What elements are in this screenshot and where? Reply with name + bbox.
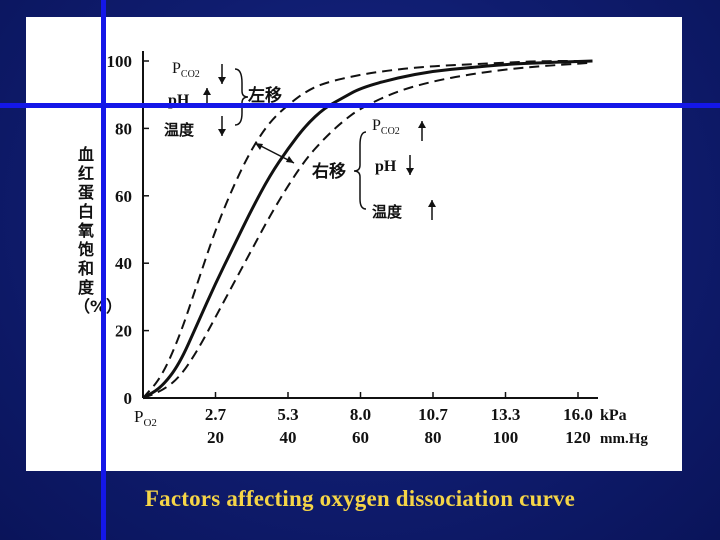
y-tick-label: 40 [115,254,132,273]
x-tick-label-kpa: 13.3 [491,405,521,424]
x-unit-mmhg: mm.Hg [600,431,648,447]
right-temp-label: 温度 [372,203,403,221]
right-pco2-label-subscript: CO2 [381,126,400,137]
left-shift-label: 左移 [248,85,282,106]
y-tick-label: 80 [115,119,132,138]
right-pco2-arrow-icon-head [418,121,426,128]
y-axis-label: 血红蛋白氧饱和度（%） [74,145,122,316]
right-ph-arrow-icon-head [406,168,414,175]
right-temp-arrow-icon [428,200,436,220]
x-tick-label-kpa: 5.3 [277,405,298,424]
x-tick-label-mmhg: 80 [425,428,442,447]
y-tick-label: 60 [115,187,132,206]
x-unit-kpa: kPa [600,407,627,424]
left-pco2-arrow-icon-head [218,77,226,84]
oxygen-dissociation-chart: 0 20 40 60 80 100 2.7 20 5.3 40 8.0 60 10.7 80 13.3 10… [107,51,648,447]
right-ph-arrow-icon [406,155,414,175]
x-tick-label-mmhg: 100 [493,428,519,447]
right-shift-curve-line [142,61,593,399]
y-tick-label: 20 [115,322,132,341]
y-tick-label: 0 [124,389,133,408]
shift-double-arrow-head-right [286,156,294,163]
shift-double-arrow-icon [254,142,295,164]
y-tick-labels: 0 20 40 60 80 100 [107,52,149,408]
right-shift-label: 右移 [312,161,346,182]
x-origin-subscript: O2 [143,417,156,429]
x-tick-label-kpa: 8.0 [350,405,371,424]
y-tick-label: 100 [107,52,133,71]
x-tick-label-mmhg: 40 [280,428,297,447]
left-pco2-label: PCO2 [172,60,200,80]
axes [142,51,598,399]
x-tick-label-kpa: 16.0 [563,405,593,424]
left-pco2-label-subscript: CO2 [181,69,200,80]
curves [142,59,593,400]
shift-double-arrow-head-left [255,143,263,150]
left-shift-curve-line [142,60,593,399]
right-group-brace [353,131,367,210]
x-tick-label-mmhg: 120 [565,428,591,447]
x-tick-label-mmhg: 20 [207,428,224,447]
right-pco2-arrow-icon [418,121,426,141]
right-pco2-label: PCO2 [372,117,400,137]
left-temp-arrow-icon [218,116,226,136]
right-ph-label: pH [375,158,397,175]
x-tick-label-kpa: 10.7 [418,405,448,424]
x-tick-label-mmhg: 60 [352,428,369,447]
x-tick-labels: 2.7 20 5.3 40 8.0 60 10.7 80 13.3 100 16.0 120 kPa mm… [134,392,648,447]
crosshair-horizontal-line [0,103,720,108]
left-temp-arrow-icon-head [218,129,226,136]
x-origin-label: PO2 [134,407,157,429]
x-tick-label-kpa: 2.7 [205,405,227,424]
left-ph-arrow-icon-head [203,88,211,95]
normal-curve-line [142,59,593,400]
slide-caption: Factors affecting oxygen dissociation cu… [144,486,576,511]
figure-panel: 0 20 40 60 80 100 2.7 20 5.3 40 8.0 60 10.7 80 13.3 10… [26,17,682,471]
left-pco2-arrow-icon [218,64,226,84]
left-temp-label: 温度 [164,121,195,139]
left-group-brace [234,68,249,126]
crosshair-vertical-line [101,0,106,540]
right-temp-arrow-icon-head [428,200,436,207]
